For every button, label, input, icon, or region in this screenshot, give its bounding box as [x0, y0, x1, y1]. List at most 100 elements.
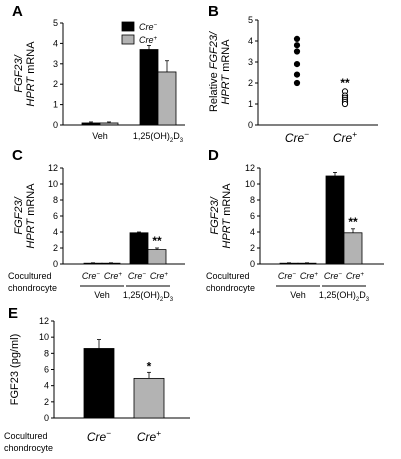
- group-label-tail: D: [173, 131, 180, 141]
- legend-label: Cre−: [139, 22, 158, 33]
- y-tick-label: 12: [39, 316, 49, 326]
- cre-minus-label-sup: −: [142, 271, 146, 278]
- bar: [325, 175, 345, 265]
- legend-label-sup: −: [154, 22, 158, 29]
- y-tick-label: 8: [44, 348, 49, 358]
- y-label-gene: FGF23/: [13, 54, 25, 92]
- bar: [99, 122, 119, 126]
- y-label-ref: HPRT: [25, 76, 37, 107]
- legend-label-base: Cre: [139, 35, 154, 45]
- panel-label: C: [12, 147, 23, 164]
- y-axis-label-2: HPRT mRNA: [220, 39, 232, 105]
- x-category-label-base: Cre: [137, 430, 157, 444]
- y-tick-label: 0: [44, 413, 49, 423]
- x-category-label: Cre−: [285, 129, 309, 145]
- row-label-line2: chondrocyte: [4, 443, 53, 453]
- bar: [83, 348, 115, 419]
- y-axis-label: FGF23/: [209, 196, 221, 234]
- legend-swatch: [121, 21, 135, 32]
- legend-label: Cre+: [139, 35, 158, 46]
- cre-plus-label-sup: +: [118, 271, 122, 278]
- y-axis-label-2: HPRT mRNA: [25, 41, 37, 107]
- cre-minus-label-base: Cre: [278, 271, 293, 281]
- x-category-label: Cre+: [137, 428, 161, 444]
- y-tick-label: 1: [53, 100, 58, 110]
- bar: [297, 262, 317, 265]
- row-label-line1: Cocultured: [8, 271, 52, 281]
- bar: [157, 71, 177, 126]
- x-category-label-sup: −: [106, 428, 111, 438]
- bar: [147, 249, 167, 265]
- y-tick-label: 10: [39, 332, 49, 342]
- x-category-label-sup: −: [304, 129, 309, 139]
- cre-plus-label-base: Cre: [150, 271, 165, 281]
- y-tick-label: 1: [248, 99, 253, 109]
- legend-swatch: [121, 34, 135, 45]
- cre-minus-label-sup: −: [96, 271, 100, 278]
- cre-plus-label-sup: +: [164, 271, 168, 278]
- data-point: [293, 35, 301, 43]
- cre-minus-label-sup: −: [338, 271, 342, 278]
- x-category-label-base: Cre: [87, 430, 107, 444]
- y-label-gene: FGF23/: [208, 31, 220, 69]
- data-point: [293, 61, 301, 68]
- significance-marker: **: [152, 234, 162, 248]
- bar: [343, 232, 363, 265]
- group-label: 1,25(OH)2D3: [123, 290, 174, 303]
- y-tick-label: 5: [53, 18, 58, 28]
- y-tick-label: 4: [53, 38, 58, 48]
- y-tick-label: 2: [250, 243, 255, 253]
- cre-plus-label-base: Cre: [346, 271, 361, 281]
- y-label-unit: mRNA: [25, 183, 37, 219]
- group-label-base: Veh: [92, 131, 108, 141]
- group-label: Veh: [92, 131, 108, 141]
- group-label: Veh: [290, 290, 306, 300]
- panel-label: B: [208, 3, 219, 20]
- group-label-base: 1,25(OH): [123, 290, 160, 300]
- y-label-ref: HPRT: [220, 74, 232, 105]
- group-label-sub: 2: [170, 138, 174, 144]
- panel-label: A: [12, 3, 23, 20]
- cre-minus-label: Cre−: [324, 271, 343, 282]
- y-tick-label: 12: [245, 163, 255, 173]
- y-label-ref: HPRT: [221, 218, 233, 249]
- bar: [83, 262, 103, 265]
- bar: [81, 122, 101, 126]
- cre-minus-label-base: Cre: [324, 271, 339, 281]
- y-tick-label: 6: [53, 211, 58, 221]
- significance-marker: **: [348, 215, 358, 229]
- cre-plus-label: Cre+: [300, 271, 319, 282]
- y-tick-label: 4: [44, 381, 49, 391]
- y-axis-label: FGF23 (pg/ml): [9, 334, 21, 406]
- y-axis-label: FGF23/: [13, 54, 25, 92]
- panel-label: D: [208, 147, 219, 164]
- row-label-line2: chondrocyte: [206, 283, 255, 293]
- cre-plus-label-base: Cre: [104, 271, 119, 281]
- y-label-unit: mRNA: [25, 41, 37, 77]
- y-tick-label: 0: [250, 259, 255, 269]
- cre-minus-label-sup: −: [292, 271, 296, 278]
- y-tick-label: 3: [248, 57, 253, 67]
- cre-plus-label: Cre+: [346, 271, 365, 282]
- cre-plus-label: Cre+: [104, 271, 123, 282]
- y-tick-label: 8: [250, 195, 255, 205]
- data-point: [293, 48, 301, 55]
- group-label: 1,25(OH)2D3: [319, 290, 370, 303]
- group-label: 1,25(OH)2D3: [133, 131, 184, 144]
- group-label-tail: D: [359, 290, 366, 300]
- y-tick-label: 6: [250, 211, 255, 221]
- bar: [101, 262, 121, 265]
- y-tick-label: 10: [245, 179, 255, 189]
- legend-label-sup: +: [154, 35, 158, 42]
- group-label-base: 1,25(OH): [319, 290, 356, 300]
- y-label-gene: FGF23/: [209, 196, 221, 234]
- y-tick-label: 5: [248, 15, 253, 25]
- y-tick-label: 2: [53, 79, 58, 89]
- legend-label-base: Cre: [139, 22, 154, 32]
